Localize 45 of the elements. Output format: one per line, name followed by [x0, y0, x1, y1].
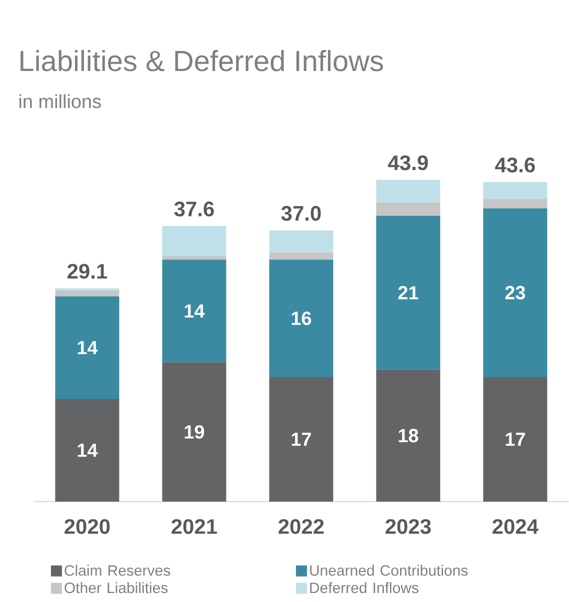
- data-label: 18: [398, 428, 418, 442]
- total-label: 29.1: [67, 264, 108, 279]
- bar: [376, 180, 440, 203]
- bar: [483, 376, 548, 502]
- bar: [269, 260, 334, 377]
- legend-label: Other Liabilities: [64, 582, 168, 594]
- x-tick-label: 2022: [278, 519, 324, 534]
- data-label: 17: [292, 432, 311, 446]
- x-tick-label: 2021: [172, 519, 217, 534]
- bar: [162, 362, 226, 502]
- x-tick-label: 2020: [64, 519, 110, 534]
- data-label: 21: [398, 286, 418, 300]
- bar: [483, 198, 548, 208]
- bar: [269, 376, 334, 502]
- bar: [55, 296, 120, 399]
- legend-label: Deferred Inflows: [310, 582, 418, 594]
- total-label: 37.0: [281, 206, 321, 221]
- bar: [162, 256, 226, 260]
- bar: [55, 290, 120, 296]
- legend-label: Unearned Contributions: [310, 564, 468, 576]
- bar: [162, 260, 226, 362]
- x-tick-label: 2024: [492, 519, 538, 534]
- chart-title: Liabilities & Deferred Inflows: [20, 50, 383, 72]
- chart-subtitle: in millions: [19, 94, 101, 108]
- data-label: 23: [505, 286, 526, 300]
- data-label: 14: [78, 341, 98, 354]
- bar: [376, 202, 440, 216]
- x-tick-label: 2023: [386, 519, 431, 534]
- data-label: 17: [506, 432, 525, 446]
- bar: [376, 216, 440, 370]
- total-label: 43.6: [495, 158, 535, 172]
- total-label: 43.9: [388, 155, 428, 170]
- bar: [376, 370, 440, 502]
- bar: [483, 208, 548, 377]
- bar: [269, 230, 334, 252]
- data-label: 16: [292, 312, 312, 326]
- bar: [269, 252, 334, 260]
- bar: [483, 182, 548, 199]
- data-label: 19: [184, 425, 204, 439]
- bar: [55, 398, 120, 502]
- data-label: 14: [78, 444, 98, 457]
- legend-label: Claim Reserves: [64, 564, 170, 576]
- total-label: 37.6: [174, 202, 214, 216]
- bar: [162, 226, 226, 256]
- data-label: 14: [184, 304, 205, 318]
